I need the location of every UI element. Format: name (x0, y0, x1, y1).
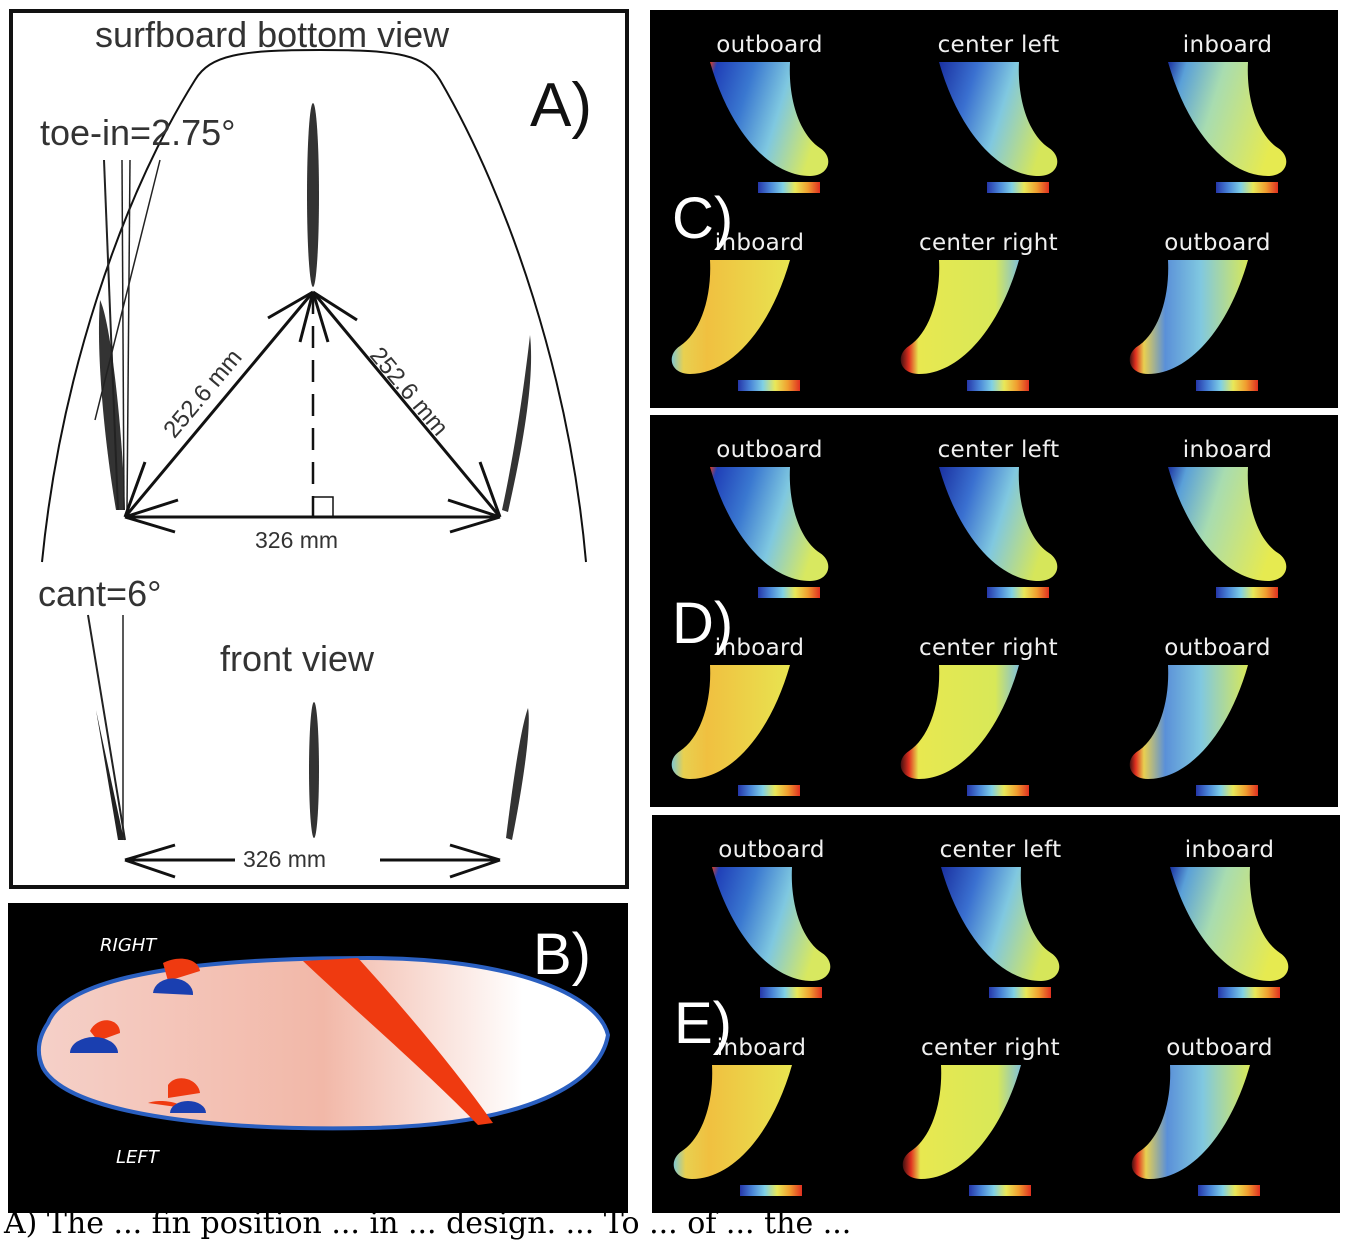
panel-a-diagram (9, 9, 629, 889)
fin-label: inboard (1182, 437, 1273, 463)
colorbar-legend (1196, 785, 1258, 796)
fin-shape (939, 467, 1058, 581)
panel-c-fin-pressure: outboard center left inboard inboard center … (650, 10, 1338, 408)
colorbar-legend (989, 987, 1051, 998)
panel-letter: D) (672, 591, 734, 656)
colorbar-legend (758, 587, 820, 598)
colorbar-legend (967, 380, 1029, 391)
panel-letter: C) (672, 186, 734, 251)
fin-label: center right (919, 230, 1058, 256)
colorbar-legend (1218, 987, 1280, 998)
fin-shape (1168, 62, 1287, 176)
fin-shape (671, 260, 790, 374)
fin-shape (902, 1065, 1021, 1179)
fin-shape (1168, 467, 1287, 581)
fin-label: inboard (714, 635, 805, 661)
right-label: RIGHT (100, 935, 157, 956)
colorbar-legend (738, 785, 800, 796)
colorbar-legend (969, 1185, 1031, 1196)
colorbar-legend (1216, 587, 1278, 598)
colorbar-legend (987, 182, 1049, 193)
fin-shape (1170, 867, 1289, 981)
left-fin-shape (98, 300, 125, 510)
fin-label: inboard (716, 1035, 807, 1061)
colorbar-legend (1196, 380, 1258, 391)
fin-shape (712, 867, 831, 981)
colorbar-legend (1216, 182, 1278, 193)
fin-label: inboard (714, 230, 805, 256)
colorbar-legend (1198, 1185, 1260, 1196)
fin-wake-center (70, 1037, 118, 1053)
fin-plots (671, 467, 1287, 779)
fin-shape (900, 260, 1019, 374)
colorbar-legend (758, 182, 820, 193)
fin-shape (710, 467, 829, 581)
fin-label: center left (939, 837, 1062, 863)
panel-b-pressure-board: RIGHT LEFT B) (8, 903, 628, 1213)
fin-shape (1129, 260, 1248, 374)
fin-label: outboard (1164, 635, 1271, 661)
fin-label: inboard (1182, 32, 1273, 58)
colorbar-legend (967, 785, 1029, 796)
front-view-label: front view (220, 638, 375, 679)
center-fin-shape (307, 103, 319, 287)
fin-shape (900, 665, 1019, 779)
fin-label: center left (937, 32, 1060, 58)
left-label: LEFT (116, 1147, 159, 1168)
colorbar-legend (738, 380, 800, 391)
fin-shape (1131, 1065, 1250, 1179)
fin-label: center right (921, 1035, 1060, 1061)
width-bottom-label: 326 mm (243, 846, 327, 872)
panel-letter: E) (674, 991, 732, 1056)
right-fin-shape (502, 335, 532, 512)
panel-d-fin-pressure: outboard center left inboard inboard center … (650, 415, 1338, 807)
fin-shape (941, 867, 1060, 981)
toe-in-label: toe-in=2.75° (40, 112, 236, 153)
fin-plots (673, 867, 1289, 1179)
fin-plots (671, 62, 1287, 374)
fin-label: outboard (1166, 1035, 1273, 1061)
width-top-label: 326 mm (255, 527, 339, 553)
fin-shape (939, 62, 1058, 176)
panel-e-fin-pressure: outboard center left inboard inboard center … (652, 815, 1340, 1213)
fin-shape (673, 1065, 792, 1179)
fin-shape (710, 62, 829, 176)
figure-caption: A) The ... fin position ... in ... desig… (4, 1206, 852, 1241)
fin-wake-right (153, 978, 194, 995)
panel-a-title: surfboard bottom view (95, 14, 450, 55)
colorbar-legend (740, 1185, 802, 1196)
fin-label: outboard (718, 837, 825, 863)
fin-shape (671, 665, 790, 779)
fin-shape (1129, 665, 1248, 779)
colorbar-legend (987, 587, 1049, 598)
cant-label: cant=6° (38, 573, 162, 614)
panel-b-letter: B) (533, 922, 591, 987)
fin-wake-left (170, 1101, 206, 1113)
fin-label: inboard (1184, 837, 1275, 863)
board-pressure-plot (36, 955, 611, 1131)
fin-label: center right (919, 635, 1058, 661)
panel-a-letter: A) (530, 71, 592, 140)
fin-label: outboard (716, 32, 823, 58)
board-outline (41, 48, 587, 563)
fin-label: outboard (1164, 230, 1271, 256)
fin-label: outboard (716, 437, 823, 463)
fin-label: center left (937, 437, 1060, 463)
pressure-stripe (303, 958, 493, 1125)
colorbar-legend (760, 987, 822, 998)
